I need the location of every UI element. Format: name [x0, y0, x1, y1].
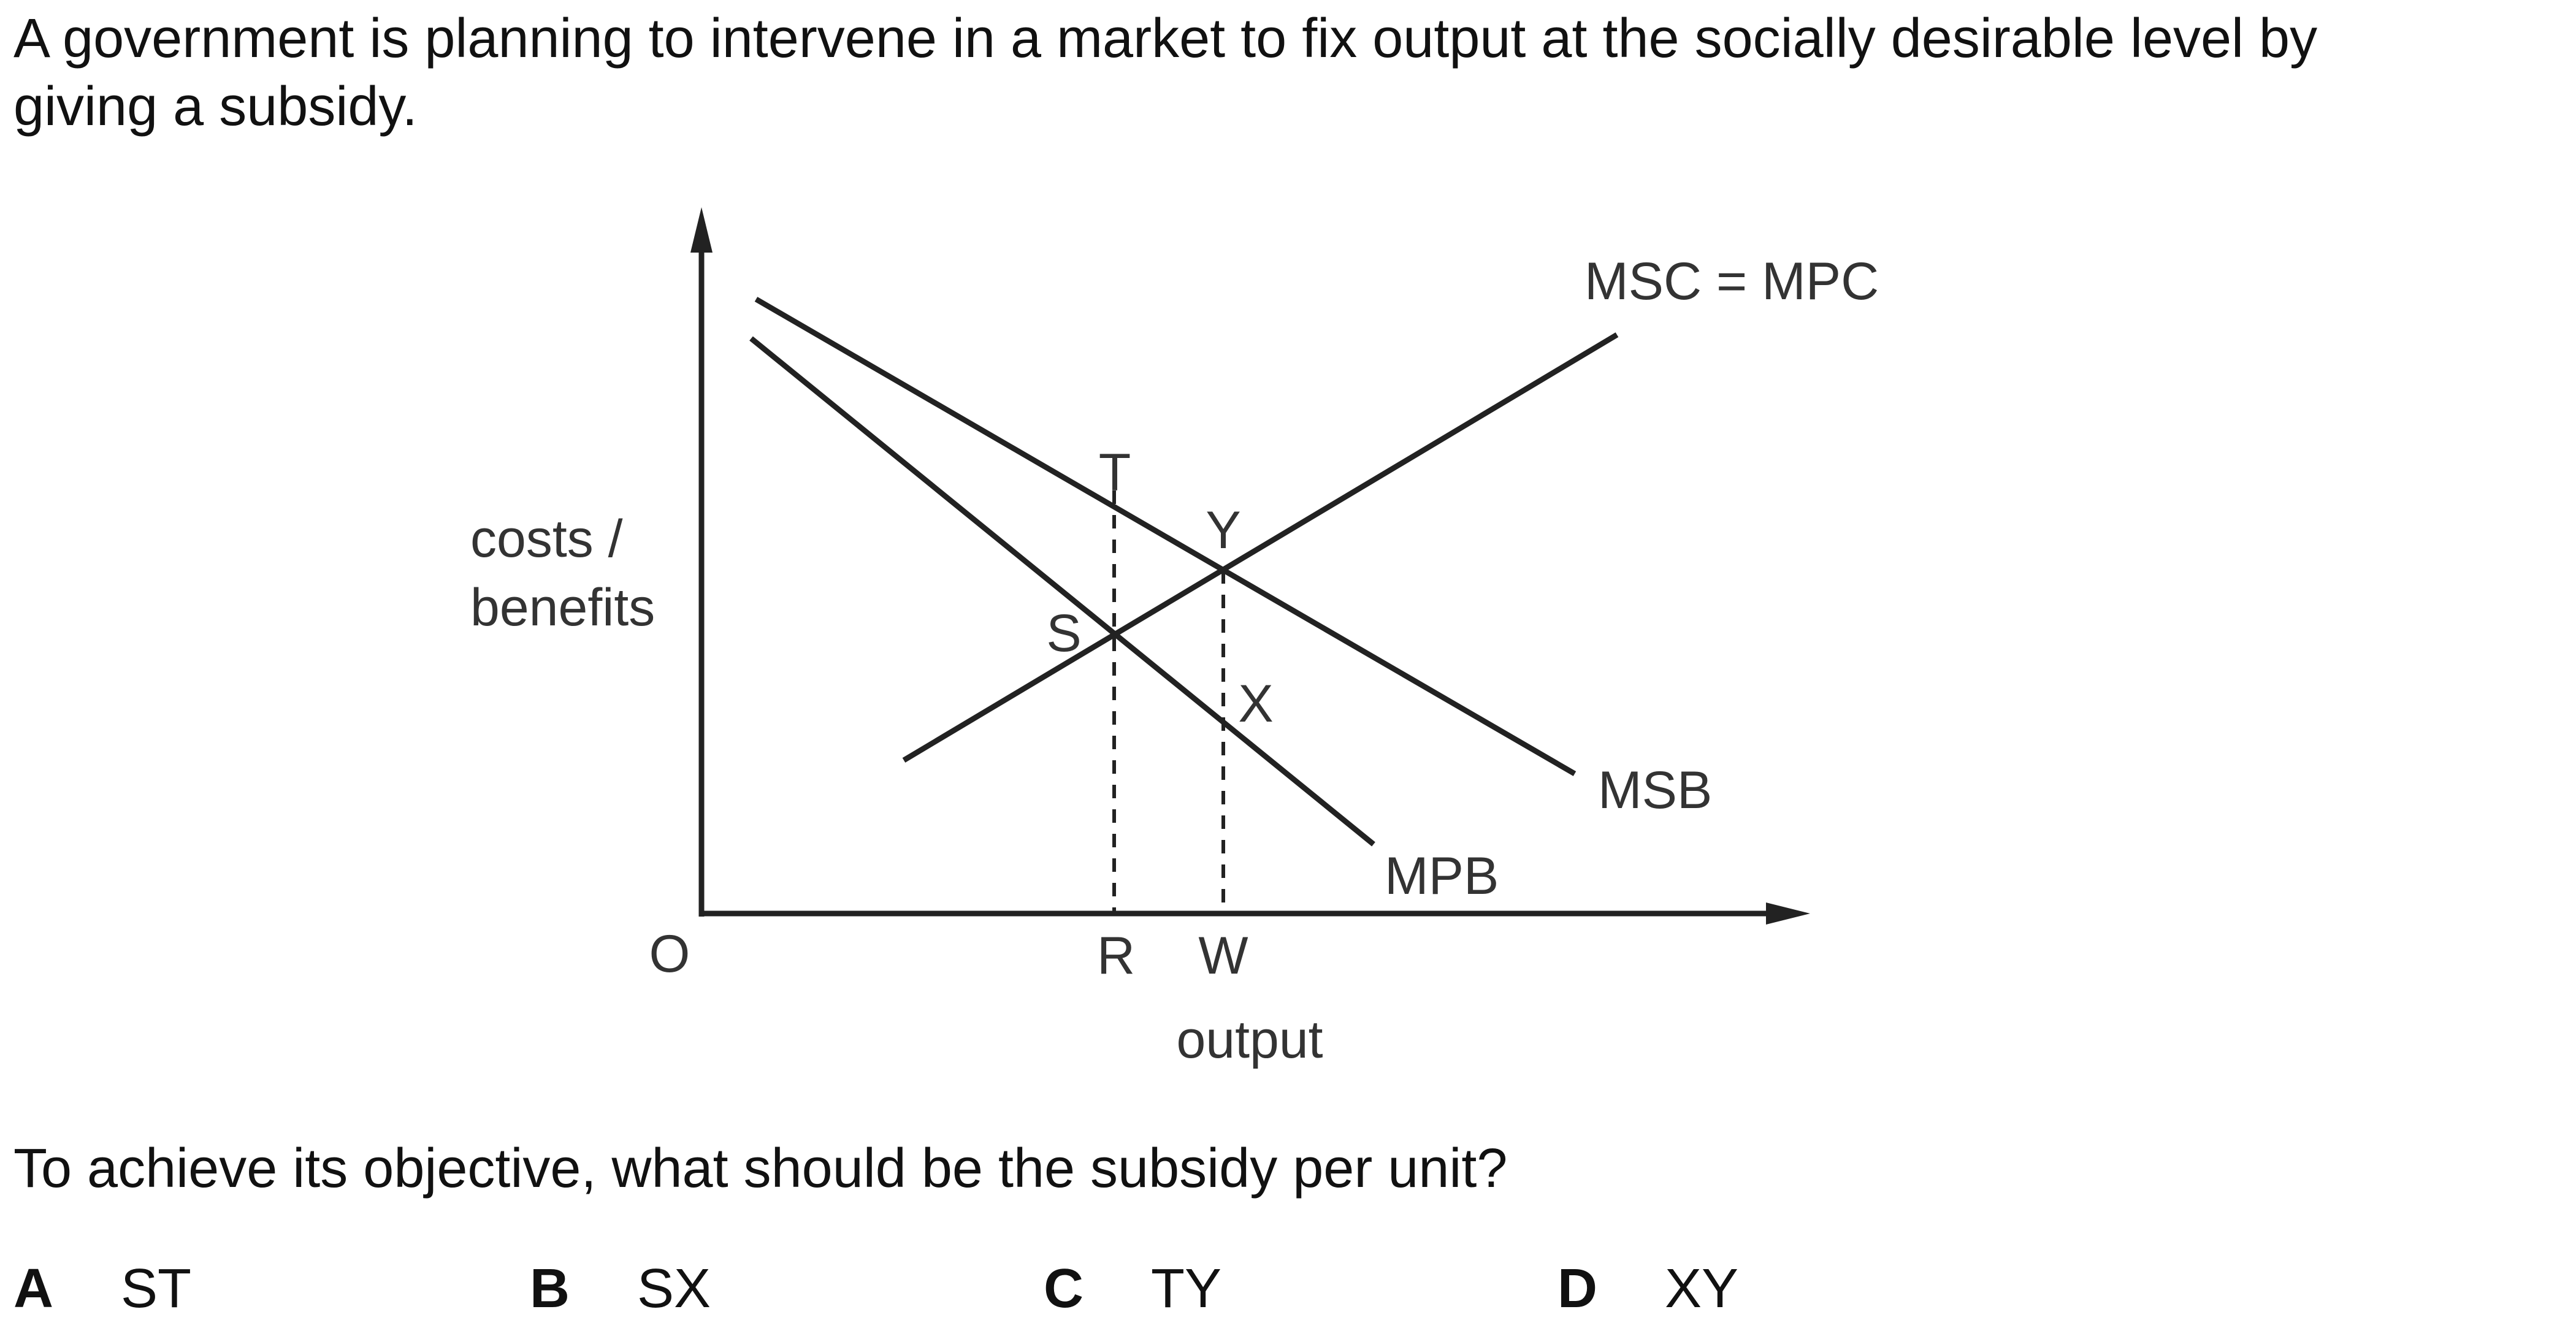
option-a[interactable]: A ST: [13, 1258, 191, 1319]
option-d-text: XY: [1665, 1258, 1739, 1319]
y-axis-label-line-1: costs /: [470, 509, 623, 568]
msc-mpc-label: MSC = MPC: [1584, 252, 1879, 311]
x-axis-label: output: [1176, 1010, 1323, 1069]
answer-options: A ST B SX C TY D XY: [0, 1258, 2576, 1319]
point-t-label: T: [1099, 443, 1131, 502]
option-d[interactable]: D XY: [1557, 1258, 1738, 1319]
option-c[interactable]: C TY: [1044, 1258, 1221, 1319]
question-line-1: A government is planning to intervene in…: [13, 8, 2318, 69]
mpb-label: MPB: [1385, 847, 1499, 906]
point-y-label: Y: [1206, 501, 1240, 560]
msb-label: MSB: [1598, 761, 1712, 820]
x-tick-r-label: R: [1097, 926, 1135, 985]
option-b-letter: B: [530, 1258, 570, 1319]
prompt-text: To achieve its objective, what should be…: [13, 1138, 1508, 1199]
msb-curve: [754, 297, 1577, 776]
question-text: A government is planning to intervene in…: [13, 5, 2528, 141]
msc-mpc-curve: [902, 332, 1619, 763]
question-line-2: giving a subsidy.: [13, 76, 418, 137]
x-tick-w-label: W: [1198, 926, 1248, 985]
y-axis-arrowhead: [690, 207, 713, 253]
option-b-text: SX: [637, 1258, 711, 1319]
option-b[interactable]: B SX: [530, 1258, 711, 1319]
mpb-curve: [749, 336, 1375, 847]
option-d-letter: D: [1557, 1258, 1597, 1319]
point-s-label: S: [1046, 604, 1081, 663]
y-axis-label-line-2: benefits: [470, 578, 655, 637]
option-a-letter: A: [13, 1258, 53, 1319]
x-axis-arrowhead: [1766, 902, 1810, 925]
option-c-letter: C: [1044, 1258, 1084, 1319]
point-x-label: X: [1238, 674, 1273, 733]
origin-label: O: [649, 925, 690, 983]
option-c-text: TY: [1151, 1258, 1222, 1319]
option-a-text: ST: [121, 1258, 192, 1319]
